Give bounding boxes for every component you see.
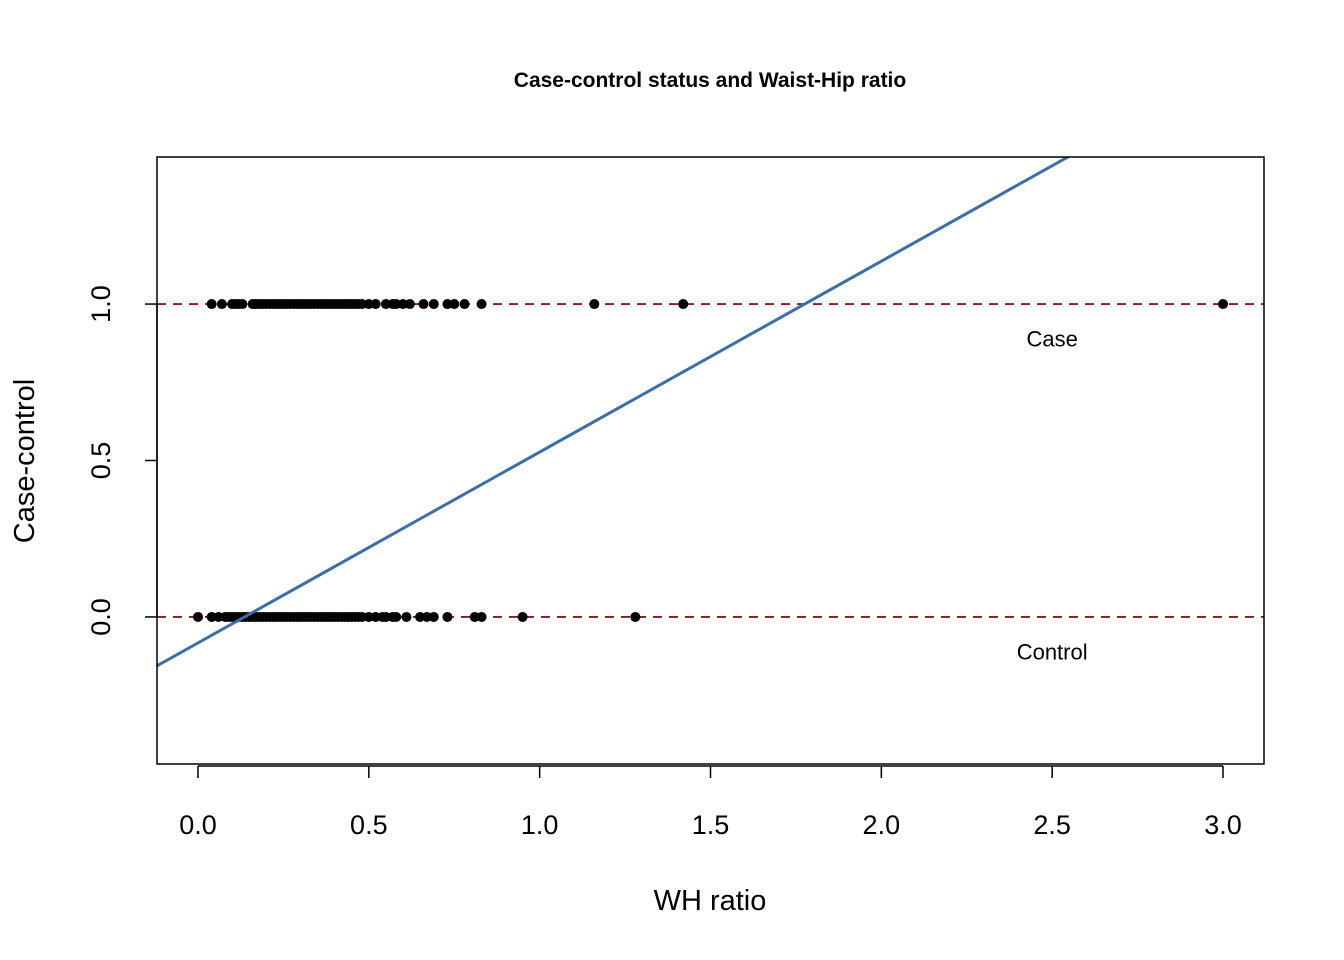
x-axis: 0.0 0.5 1.0 1.5 2.0 2.5 3.0 [179,765,1242,840]
control-point [363,611,374,622]
y-tick-label: 0.5 [86,442,116,480]
control-point [476,611,487,622]
control-point [357,611,367,622]
x-tick-label: 2.0 [863,810,901,840]
fit-line [157,157,1071,668]
chart-title: Case-control status and Waist-Hip ratio [514,69,906,92]
case-point [404,299,415,310]
case-point [678,299,689,310]
control-point [401,611,412,622]
case-point [418,299,429,310]
x-tick-label: 2.5 [1033,810,1071,840]
y-axis: 0.0 0.5 1.0 [86,285,158,636]
control-point [415,611,426,622]
annotation-case: Case [1026,326,1077,351]
x-tick-label: 0.5 [350,810,388,840]
control-point [517,611,528,622]
control-point [469,611,480,622]
control-point [370,611,381,622]
y-axis-label: Case-control [9,379,41,543]
x-tick-label: 3.0 [1204,810,1242,840]
case-point [449,299,460,310]
case-point [216,299,227,310]
case-point [206,299,217,310]
control-point [421,611,432,622]
y-tick-label: 1.0 [86,285,116,323]
case-point [589,299,600,310]
control-point [213,611,224,622]
y-tick-label: 0.0 [86,598,116,636]
control-point [442,611,453,622]
case-point [442,299,453,310]
x-tick-label: 1.5 [692,810,730,840]
case-point [476,299,487,310]
control-point [391,611,402,622]
case-point [237,299,248,310]
x-tick-label: 1.0 [521,810,559,840]
x-axis-label: WH ratio [654,885,767,917]
case-point [357,299,367,310]
control-point [193,611,203,622]
control-point [630,611,641,622]
control-point [380,611,391,622]
case-point [380,299,391,310]
case-point [398,299,408,310]
case-point [370,299,381,310]
case-point [1218,299,1228,310]
case-point [459,299,470,310]
case-point [363,299,374,310]
annotation-control: Control [1017,639,1088,664]
plot-frame [156,156,1265,765]
control-point [428,611,439,622]
case-point [391,299,402,310]
x-tick-label: 0.0 [179,810,217,840]
case-point [428,299,439,310]
control-point [206,611,217,622]
